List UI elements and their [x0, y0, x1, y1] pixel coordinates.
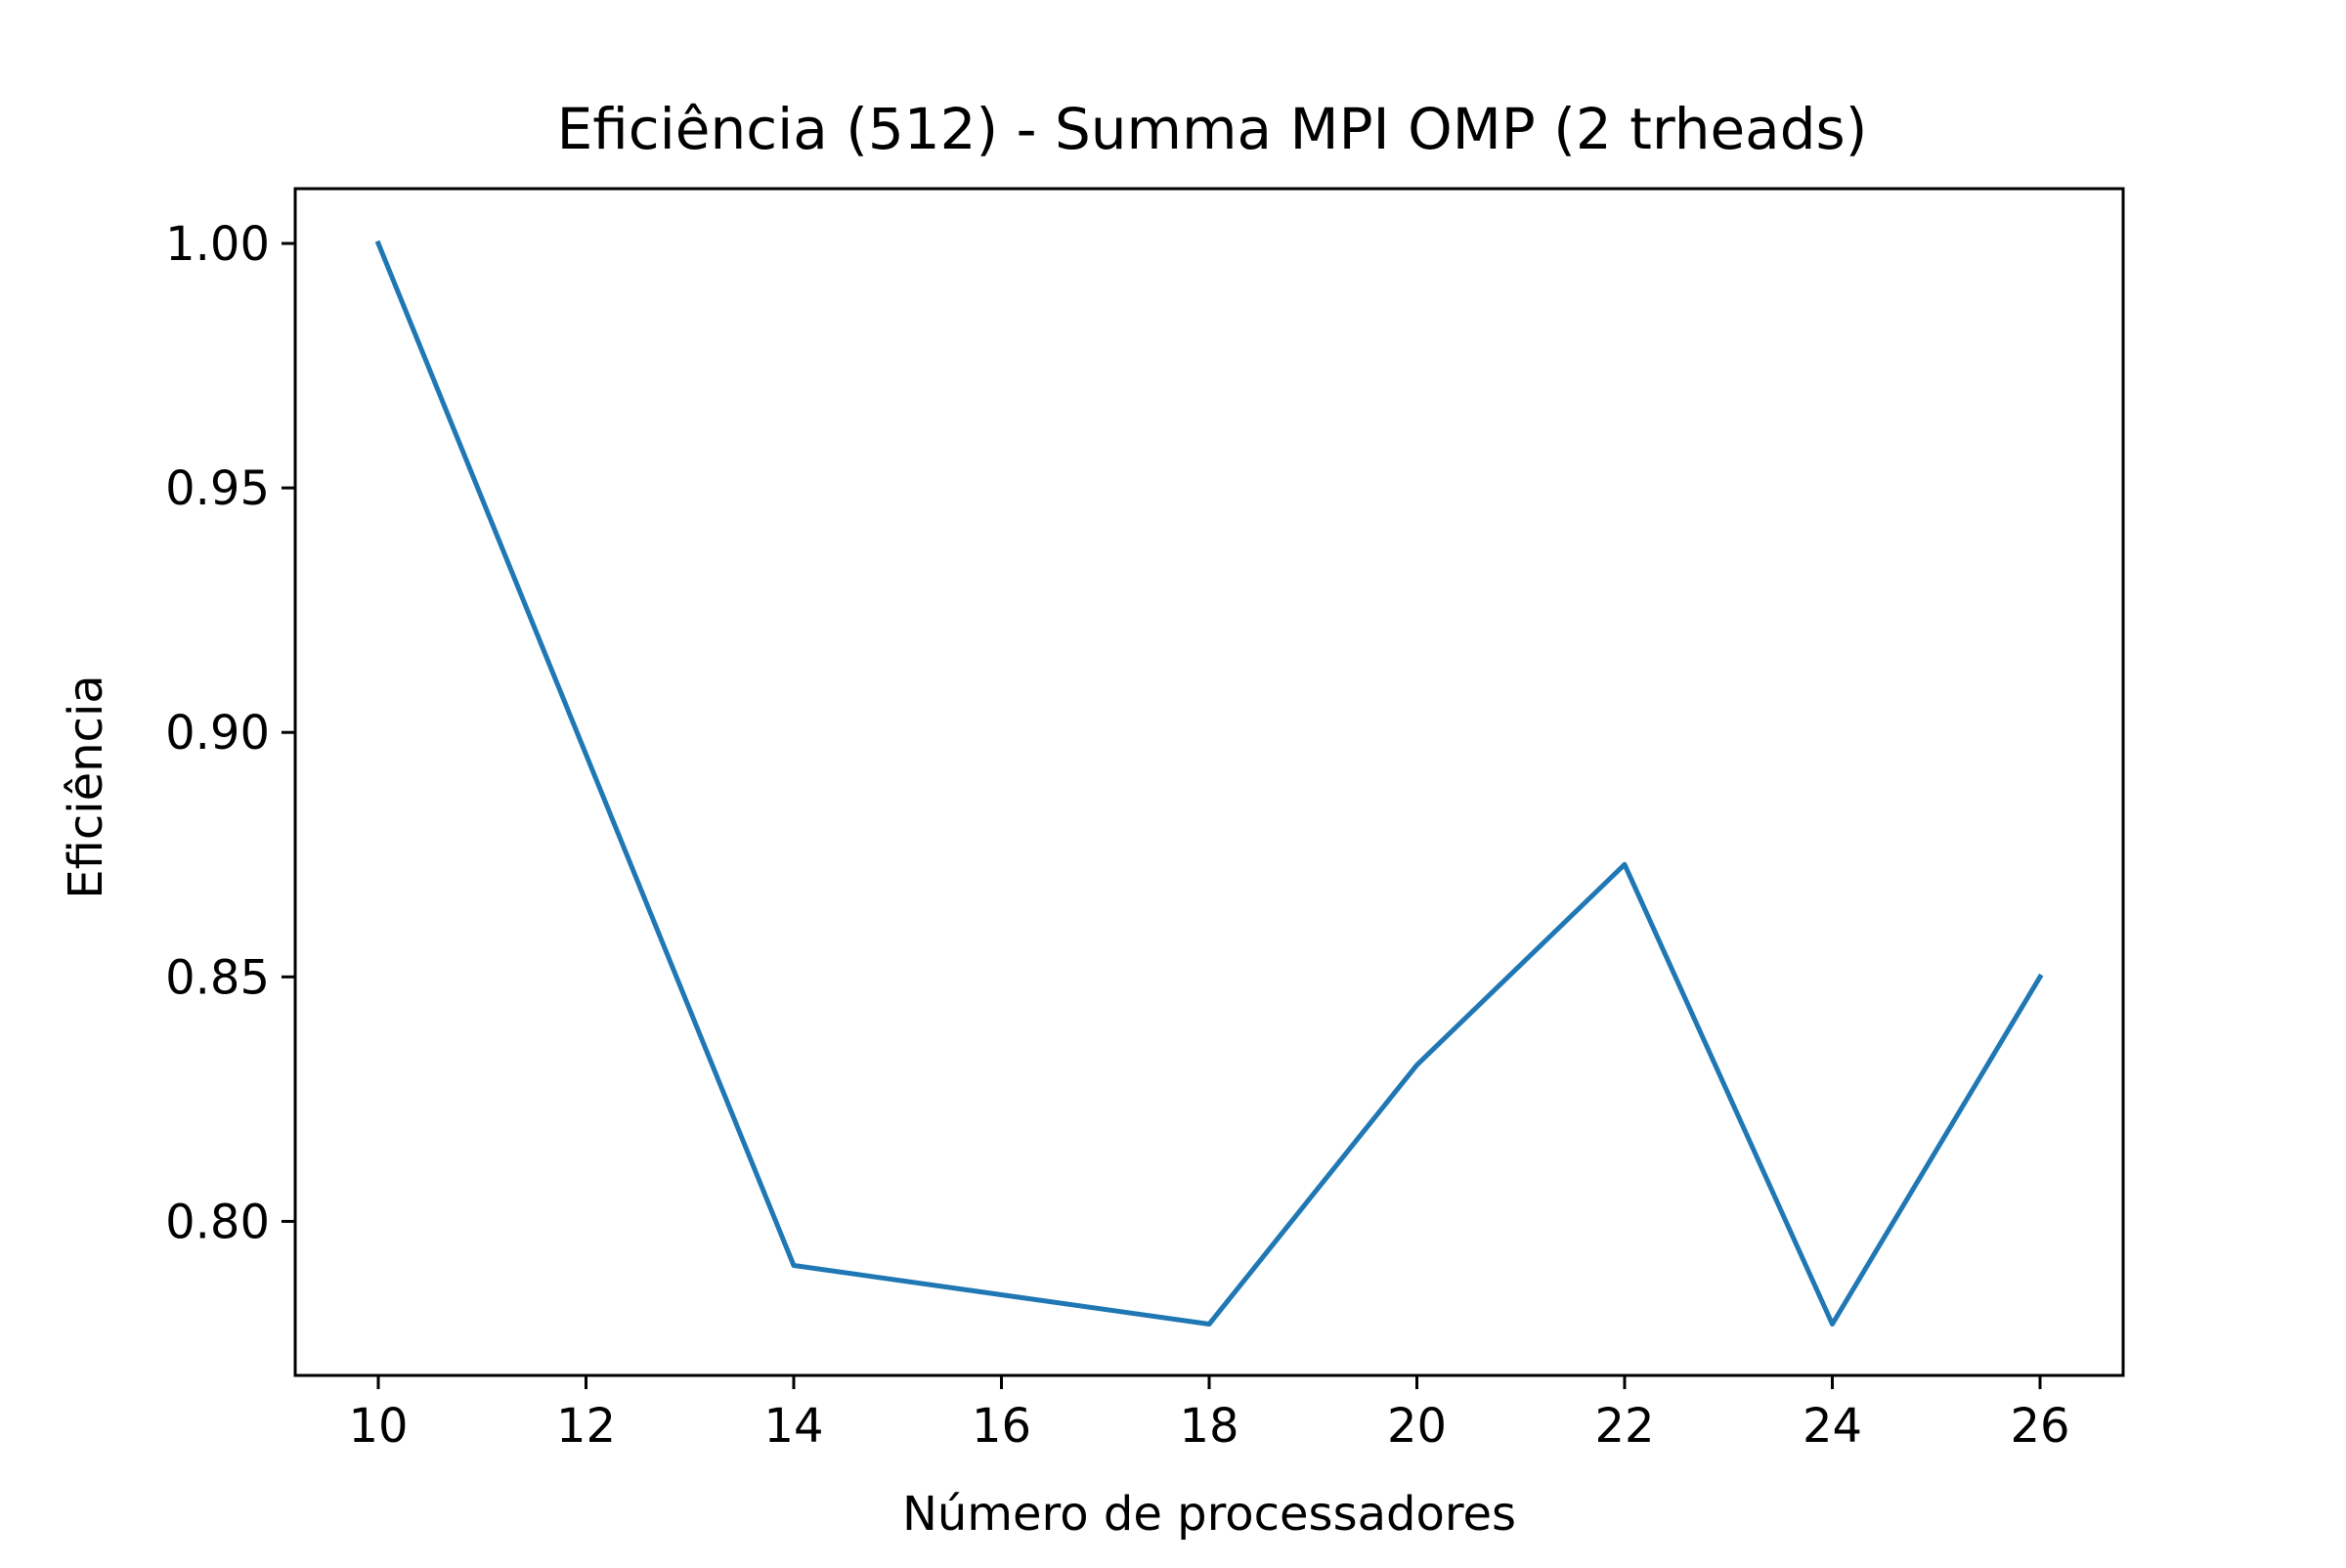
y-tick-label: 0.90	[165, 706, 270, 761]
x-tick-label: 10	[348, 1399, 408, 1454]
x-tick-label: 12	[556, 1399, 616, 1454]
x-tick-label: 16	[972, 1399, 1031, 1454]
y-tick-label: 0.95	[165, 461, 270, 516]
x-axis-label: Número de processadores	[902, 1487, 1516, 1542]
x-tick-label: 26	[2010, 1399, 2069, 1454]
y-tick-label: 0.80	[165, 1195, 270, 1249]
x-tick-label: 24	[1803, 1399, 1862, 1454]
y-tick-label: 0.85	[165, 950, 270, 1005]
y-axis-label: Eficiência	[59, 675, 113, 898]
x-tick-label: 18	[1179, 1399, 1238, 1454]
x-tick-label: 14	[763, 1399, 823, 1454]
x-tick-label: 22	[1594, 1399, 1654, 1454]
chart-title: Eficiência (512) - Summa MPI OMP (2 trhe…	[557, 96, 1868, 162]
y-tick-label: 1.00	[165, 217, 270, 272]
x-tick-label: 20	[1387, 1399, 1447, 1454]
